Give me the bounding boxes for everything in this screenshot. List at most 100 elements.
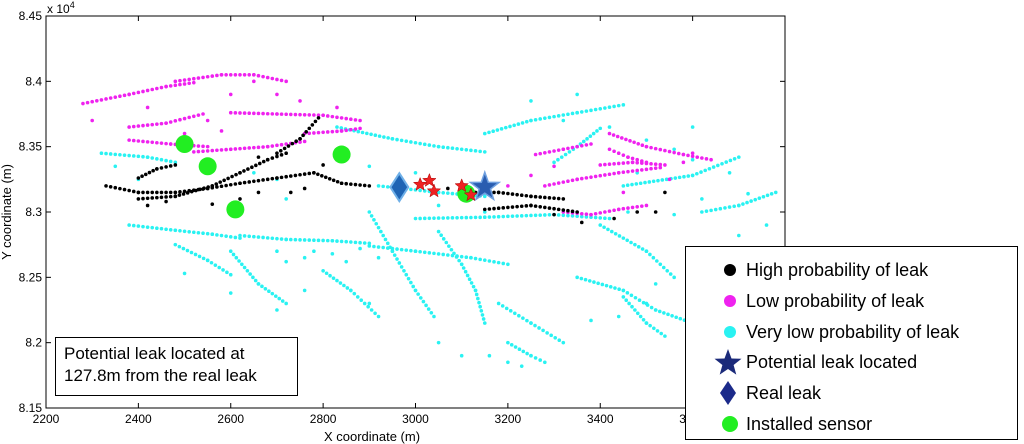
data-point [556, 157, 560, 162]
data-point [206, 185, 210, 189]
data-point [192, 114, 196, 119]
data-point [612, 104, 616, 109]
data-point [635, 311, 640, 316]
data-point [533, 356, 538, 360]
data-point [566, 179, 570, 183]
data-point [182, 82, 187, 86]
data-point [145, 123, 150, 127]
data-point [496, 260, 501, 265]
data-point [570, 111, 575, 116]
data-point [131, 124, 136, 129]
data-point [596, 281, 600, 286]
y-axis-label: Y coordinate (m) [0, 164, 14, 260]
data-point [328, 273, 332, 278]
data-point [584, 215, 589, 219]
data-point [663, 163, 667, 167]
data-point [228, 291, 233, 295]
data-point [616, 171, 621, 175]
data-point [432, 314, 436, 319]
data-point [690, 154, 695, 159]
data-point [395, 257, 399, 261]
data-point [658, 147, 663, 152]
data-point [155, 140, 159, 145]
data-point [325, 114, 330, 118]
data-point [182, 131, 187, 136]
data-point [427, 216, 432, 221]
data-point [552, 149, 556, 153]
data-point [635, 160, 639, 165]
data-point [547, 212, 552, 217]
data-point [630, 182, 634, 187]
data-point [581, 139, 586, 144]
data-point [616, 207, 621, 212]
data-point [598, 106, 603, 111]
data-point [145, 203, 150, 208]
data-point [302, 139, 307, 144]
data-point [288, 112, 293, 117]
data-point [547, 115, 552, 120]
data-point [630, 304, 634, 309]
data-point [238, 233, 242, 238]
data-point [379, 229, 383, 234]
data-point [141, 89, 145, 94]
data-point [686, 153, 690, 158]
data-point [482, 150, 487, 154]
data-point [501, 191, 506, 195]
data-point [644, 301, 649, 306]
data-point [349, 240, 353, 244]
data-point [492, 215, 496, 219]
data-point [746, 191, 750, 196]
data-point [670, 314, 674, 318]
data-point [552, 164, 556, 169]
data-point [113, 152, 118, 157]
data-point [436, 340, 441, 345]
data-point [141, 224, 145, 229]
data-point [621, 161, 626, 165]
data-point [155, 157, 159, 161]
data-point [653, 210, 658, 214]
data-point [159, 157, 164, 162]
data-point [242, 169, 246, 173]
data-point [173, 83, 178, 88]
data-point [358, 118, 362, 123]
data-point [131, 154, 136, 158]
data-point [349, 127, 353, 132]
data-point [141, 123, 145, 128]
data-point [131, 189, 136, 194]
data-point [652, 326, 656, 331]
data-point [182, 189, 187, 194]
data-point [261, 145, 265, 149]
data-point [625, 291, 630, 295]
data-point [182, 116, 187, 121]
magenta-dot-icon [686, 286, 746, 316]
data-point [757, 196, 762, 201]
data-point [459, 353, 464, 358]
data-point [219, 148, 224, 152]
data-point [418, 216, 422, 221]
data-point [261, 159, 266, 164]
data-point [270, 144, 275, 148]
data-point [234, 172, 238, 177]
data-point [275, 77, 279, 82]
data-point [487, 207, 492, 211]
red-star-marker [426, 183, 442, 198]
data-point [409, 248, 413, 253]
data-point [312, 131, 316, 135]
data-point [330, 238, 335, 243]
data-point [588, 134, 593, 139]
data-point [584, 143, 589, 147]
data-point [284, 301, 288, 306]
data-point [636, 141, 641, 146]
data-point [225, 270, 229, 275]
data-point [603, 210, 607, 214]
data-point [224, 183, 228, 188]
data-point [164, 199, 168, 204]
data-point [450, 146, 455, 151]
data-point [547, 183, 552, 187]
data-point [201, 144, 205, 149]
data-point [150, 196, 155, 200]
data-point [613, 231, 618, 236]
data-point [173, 228, 178, 233]
data-point [557, 338, 562, 343]
data-point [242, 265, 247, 270]
